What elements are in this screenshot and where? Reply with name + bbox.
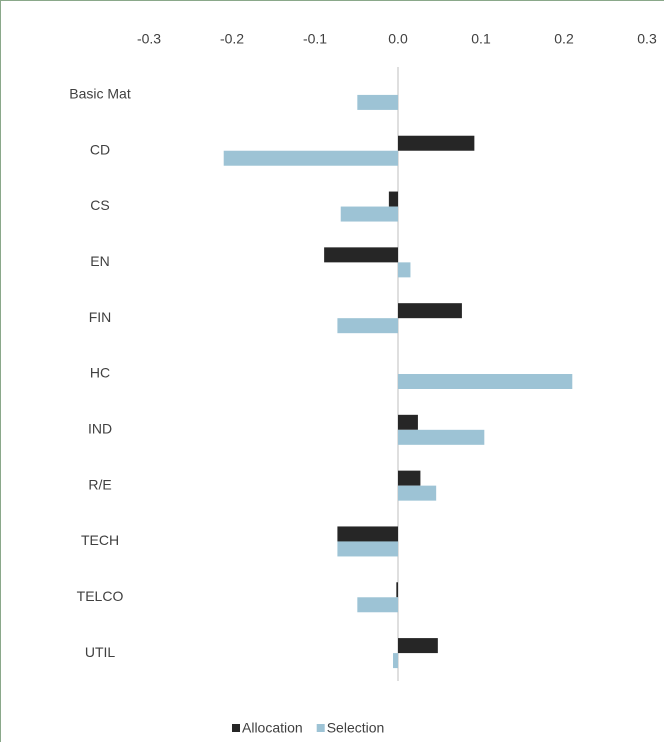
bar (337, 541, 398, 557)
bar (223, 150, 398, 166)
x-tick-label: -0.2 (220, 31, 244, 47)
legend-label: Allocation (242, 720, 303, 736)
y-tick-label: EN (90, 253, 109, 269)
bar (398, 429, 485, 445)
bar (398, 485, 437, 501)
y-tick-label: UTIL (85, 644, 116, 660)
bar (324, 247, 398, 263)
y-tick-label: IND (88, 421, 112, 437)
bar (337, 318, 398, 334)
bar (396, 582, 398, 598)
bar (388, 191, 398, 207)
legend-label: Selection (327, 720, 385, 736)
y-tick-label: CS (90, 197, 109, 213)
y-tick-label: CD (90, 141, 110, 157)
x-tick-label: -0.3 (137, 31, 161, 47)
bar (337, 526, 398, 542)
bar (398, 374, 573, 389)
y-tick-label: R/E (88, 476, 111, 492)
x-tick-label: 0.3 (637, 31, 657, 47)
y-tick-label: TELCO (77, 588, 124, 604)
bar (398, 303, 462, 319)
bar (340, 206, 398, 222)
x-tick-label: 0.1 (471, 31, 491, 47)
bar (357, 94, 398, 110)
x-tick-label: -0.1 (303, 31, 327, 47)
y-tick-label: FIN (89, 309, 112, 325)
bar (398, 470, 421, 486)
legend-swatch (316, 724, 325, 732)
x-tick-label: 0.0 (388, 31, 408, 47)
y-tick-label: TECH (81, 532, 119, 548)
legend-swatch (232, 724, 240, 732)
bar (398, 638, 438, 654)
y-tick-label: Basic Mat (69, 86, 131, 102)
bar (393, 653, 398, 669)
bar (398, 262, 411, 278)
bar (357, 597, 398, 613)
y-tick-label: HC (90, 365, 110, 381)
bar (398, 135, 475, 151)
x-tick-label: 0.2 (554, 31, 574, 47)
bar (398, 414, 418, 430)
